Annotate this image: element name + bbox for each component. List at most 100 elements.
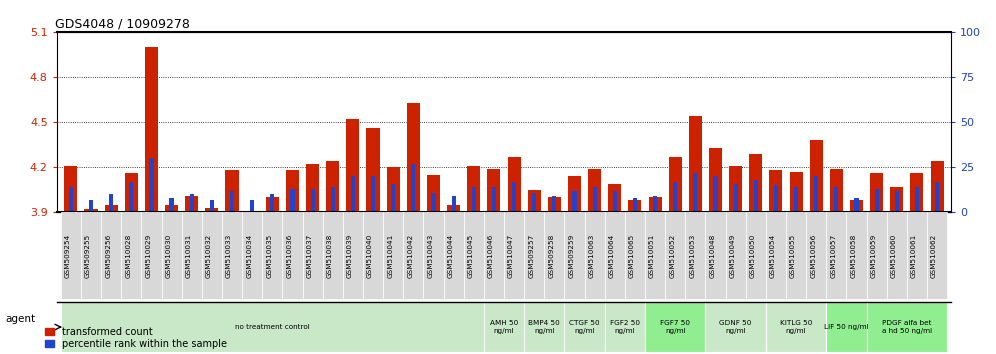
FancyBboxPatch shape — [867, 212, 886, 299]
Bar — [774, 185, 778, 212]
FancyBboxPatch shape — [605, 212, 624, 299]
FancyBboxPatch shape — [544, 212, 565, 299]
Text: GSM509257: GSM509257 — [528, 234, 534, 278]
FancyBboxPatch shape — [766, 212, 786, 299]
Bar — [894, 191, 898, 212]
Text: GSM509255: GSM509255 — [85, 234, 91, 278]
Bar — [169, 198, 173, 212]
Text: GSM509256: GSM509256 — [106, 234, 112, 278]
Bar — [653, 196, 657, 212]
FancyBboxPatch shape — [484, 212, 504, 299]
FancyBboxPatch shape — [867, 302, 947, 352]
Text: AMH 50
ng/ml: AMH 50 ng/ml — [490, 320, 518, 334]
Bar — [246, 211, 259, 212]
Bar — [205, 208, 218, 212]
Text: GSM510046: GSM510046 — [488, 234, 494, 278]
Bar — [648, 197, 661, 212]
Text: GSM510059: GSM510059 — [871, 234, 876, 278]
Text: GSM510061: GSM510061 — [911, 234, 917, 278]
Bar — [250, 200, 254, 212]
FancyBboxPatch shape — [827, 212, 847, 299]
Bar — [613, 191, 617, 212]
Bar — [286, 170, 299, 212]
FancyBboxPatch shape — [725, 212, 746, 299]
Bar — [609, 184, 622, 212]
Bar — [406, 103, 420, 212]
Bar — [930, 161, 943, 212]
Bar — [467, 166, 480, 212]
Text: GSM509254: GSM509254 — [65, 234, 71, 278]
Bar — [347, 119, 360, 212]
Text: GSM510032: GSM510032 — [206, 234, 212, 278]
FancyBboxPatch shape — [605, 302, 645, 352]
Bar — [451, 196, 456, 212]
Bar — [144, 47, 158, 212]
Text: GSM510065: GSM510065 — [628, 234, 634, 278]
Bar — [935, 182, 939, 212]
FancyBboxPatch shape — [746, 212, 766, 299]
Bar — [306, 164, 319, 212]
FancyBboxPatch shape — [705, 302, 766, 352]
Bar — [532, 193, 536, 212]
Bar — [668, 157, 681, 212]
Text: GDS4048 / 10909278: GDS4048 / 10909278 — [55, 18, 190, 31]
Text: GSM510051: GSM510051 — [649, 234, 655, 278]
Bar — [85, 209, 98, 212]
FancyBboxPatch shape — [827, 302, 867, 352]
FancyBboxPatch shape — [464, 212, 484, 299]
Text: GSM510052: GSM510052 — [669, 234, 675, 278]
Bar — [105, 205, 118, 212]
Bar — [754, 180, 758, 212]
FancyBboxPatch shape — [161, 212, 181, 299]
Bar — [713, 176, 717, 212]
Text: GSM510064: GSM510064 — [609, 234, 615, 278]
FancyBboxPatch shape — [303, 212, 323, 299]
Text: GSM510063: GSM510063 — [589, 234, 595, 278]
Text: GSM510053: GSM510053 — [689, 234, 695, 278]
FancyBboxPatch shape — [645, 302, 705, 352]
Text: GSM510039: GSM510039 — [347, 234, 353, 278]
Bar — [910, 173, 923, 212]
Text: GSM510049: GSM510049 — [730, 234, 736, 278]
FancyBboxPatch shape — [141, 212, 161, 299]
Bar — [552, 196, 557, 212]
FancyBboxPatch shape — [262, 212, 283, 299]
Bar — [124, 173, 137, 212]
Bar — [411, 164, 415, 212]
FancyBboxPatch shape — [524, 302, 565, 352]
FancyBboxPatch shape — [886, 212, 907, 299]
FancyBboxPatch shape — [242, 212, 262, 299]
Text: GSM510037: GSM510037 — [307, 234, 313, 278]
FancyBboxPatch shape — [101, 212, 122, 299]
Text: GSM510062: GSM510062 — [931, 234, 937, 278]
Text: BMP4 50
ng/ml: BMP4 50 ng/ml — [529, 320, 560, 334]
Text: GSM510042: GSM510042 — [407, 234, 413, 278]
Text: GSM510034: GSM510034 — [246, 234, 252, 278]
FancyBboxPatch shape — [122, 212, 141, 299]
Text: KITLG 50
ng/ml: KITLG 50 ng/ml — [780, 320, 813, 334]
Bar — [69, 187, 73, 212]
Bar — [835, 187, 839, 212]
FancyBboxPatch shape — [363, 212, 383, 299]
Text: GSM510054: GSM510054 — [770, 234, 776, 278]
Bar — [850, 200, 864, 212]
Bar — [65, 166, 78, 212]
Bar — [709, 148, 722, 212]
FancyBboxPatch shape — [443, 212, 464, 299]
FancyBboxPatch shape — [766, 302, 827, 352]
FancyBboxPatch shape — [403, 212, 423, 299]
Text: CTGF 50
ng/ml: CTGF 50 ng/ml — [570, 320, 600, 334]
FancyBboxPatch shape — [565, 212, 585, 299]
Bar — [492, 187, 496, 212]
Legend: transformed count, percentile rank within the sample: transformed count, percentile rank withi… — [45, 327, 227, 349]
Bar — [508, 157, 521, 212]
FancyBboxPatch shape — [565, 302, 605, 352]
Bar — [548, 197, 561, 212]
FancyBboxPatch shape — [705, 212, 725, 299]
Text: GSM510045: GSM510045 — [468, 234, 474, 278]
FancyBboxPatch shape — [685, 212, 705, 299]
Bar — [367, 128, 379, 212]
Bar — [749, 154, 762, 212]
Bar — [790, 172, 803, 212]
Bar — [270, 194, 275, 212]
